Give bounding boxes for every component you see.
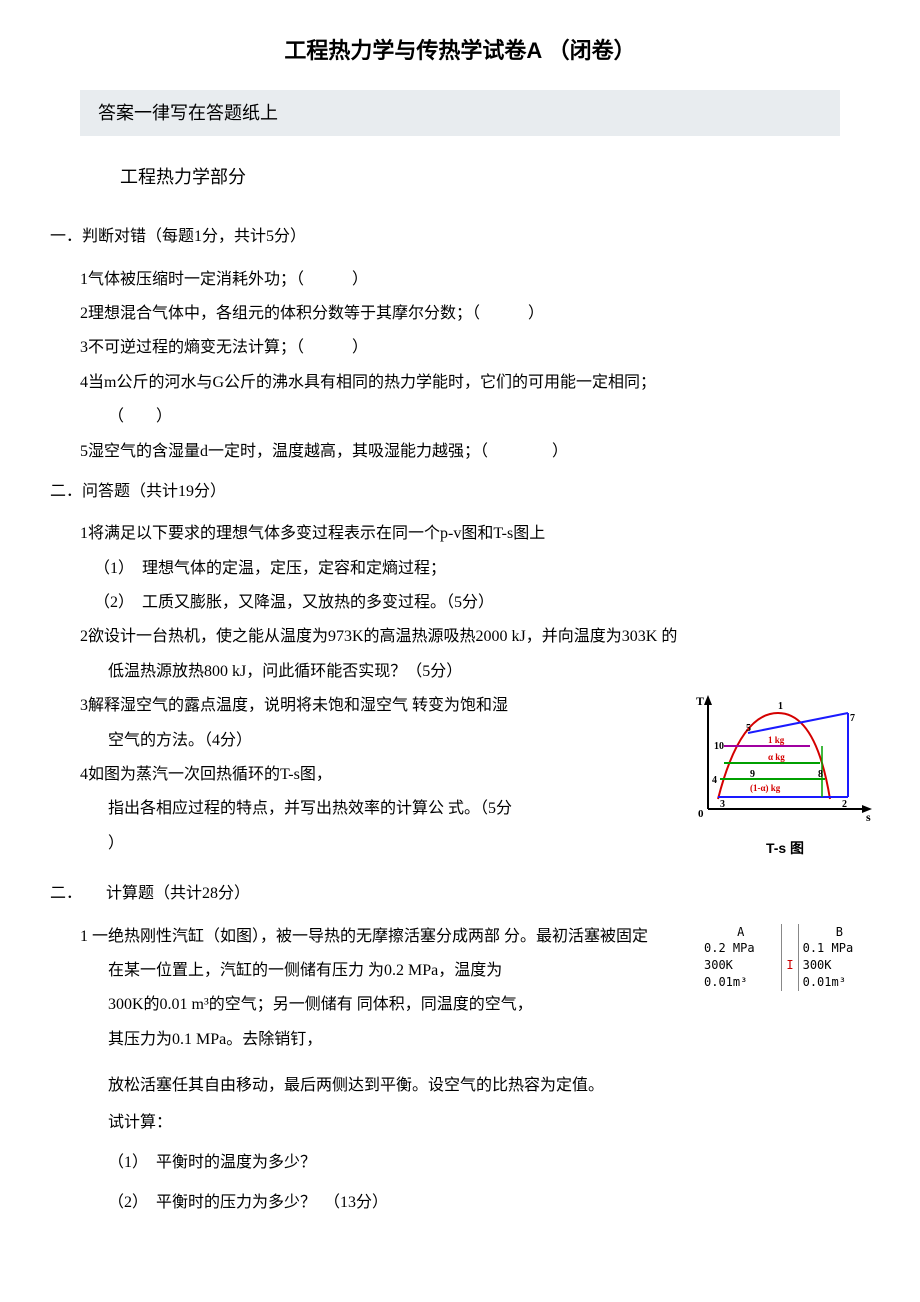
s1-q4a: 4当m公斤的河水与G公斤的沸水具有相同的热力学能时，它们的可用能一定相同； [80,368,840,398]
section2-head: 二．问答题（共计19分） [50,477,840,507]
notice-bar: 答案一律写在答题纸上 [80,90,840,136]
s3-q1a: 1 一绝热刚性汽缸（如图），被一导热的无摩擦活塞分成两部 分。最初活塞被固定 [80,922,840,952]
s3-q1e: 放松活塞任其自由移动，最后两侧达到平衡。设空气的比热容为定值。 [108,1071,840,1101]
s3-q1h: （2） 平衡时的压力为多少？ （13分） [108,1188,840,1218]
section3-head: 二． 计算题（共计28分） [50,879,840,909]
s3-q1d: 其压力为0.1 MPa。去除销钉， [108,1025,840,1055]
s3-q1c: 300K的0.01 m³的空气；另一侧储有 同体积，同温度的空气， [108,990,840,1020]
s3-q1g: （1） 平衡时的温度为多少？ [108,1148,840,1178]
section1-head: 一．判断对错（每题1分，共计5分） [50,222,840,252]
s2-q3a: 3解释湿空气的露点温度，说明将未饱和湿空气 转变为饱和湿 [80,691,840,721]
s2-q4a: 4如图为蒸汽一次回热循环的T-s图， [80,760,840,790]
s2-q2a: 2欲设计一台热机，使之能从温度为973K的高温热源吸热2000 kJ，并向温度为… [80,622,840,652]
s1-q3: 3不可逆过程的熵变无法计算；（ ） [80,333,840,363]
s3-q1b: 在某一位置上，汽缸的一侧储有压力 为0.2 MPa，温度为 [108,956,840,986]
s2-q4b: 指出各相应过程的特点，并写出热效率的计算公 式。（5分 [108,794,840,824]
s2-q1-2: （2） 工质又膨胀，又降温，又放热的多变过程。（5分） [94,588,840,618]
s2-q4c: ） [108,829,840,859]
s2-q2b: 低温热源放热800 kJ，问此循环能否实现？（5分） [108,657,840,687]
part-subtitle: 工程热力学部分 [120,160,840,194]
s1-q5: 5湿空气的含湿量d一定时，温度越高，其吸湿能力越强；（ ） [80,437,840,467]
s1-q2: 2理想混合气体中，各组元的体积分数等于其摩尔分数；（ ） [80,299,840,329]
s3-q1f: 试计算： [108,1108,840,1138]
s1-q4b: （ ） [108,402,840,432]
q3-q4-with-diagram: T s 0 1 2 3 4 5 7 8 9 10 1 kg α kg (1-α)… [80,691,840,859]
calc-q1-block: A B 0.2 MPa 0.1 MPa 300K I 300K 0.01m³ 0… [80,922,840,1056]
s1-q1: 1气体被压缩时一定消耗外功；（ ） [80,265,840,295]
exam-title: 工程热力学与传热学试卷A （闭卷） [80,30,840,72]
s2-q3b: 空气的方法。（4分） [108,726,840,756]
axis-s: s [866,810,871,821]
ts-2: 2 [842,799,847,810]
s2-q1: 1将满足以下要求的理想气体多变过程表示在同一个p-v图和T-s图上 [80,519,840,549]
s2-q1-1: （1） 理想气体的定温，定压，定容和定熵过程； [94,554,840,584]
ts-7: 7 [850,713,855,724]
